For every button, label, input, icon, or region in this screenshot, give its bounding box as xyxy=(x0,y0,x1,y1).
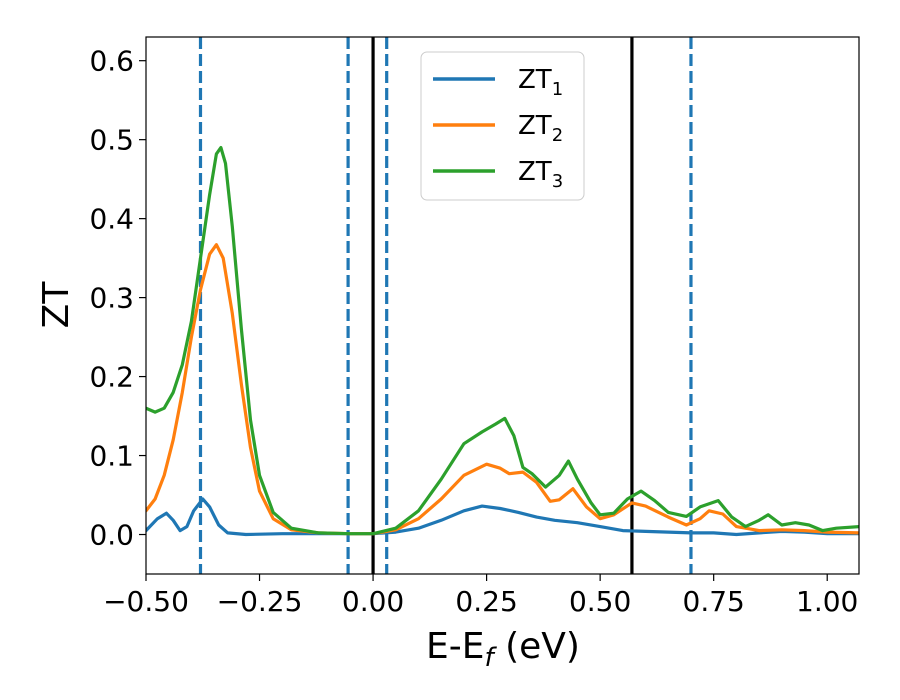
x-tick-label: 1.00 xyxy=(796,585,858,618)
y-axis-label: ZT xyxy=(36,281,77,329)
y-axis-ticks: 0.0 0.1 0.2 0.3 0.4 0.5 0.6 xyxy=(89,45,146,552)
legend-label: ZT2 xyxy=(518,111,563,146)
y-tick-label: 0.1 xyxy=(89,440,134,473)
y-tick-label: 0.2 xyxy=(89,361,134,394)
x-tick-label: 0.50 xyxy=(569,585,631,618)
y-tick-label: 0.4 xyxy=(89,203,134,236)
plot-frame xyxy=(145,36,860,575)
series-line-zt3 xyxy=(146,146,859,536)
legend: ZT1 ZT2 ZT3 xyxy=(420,51,585,201)
x-tick-label: 0.75 xyxy=(683,585,745,618)
series-lines xyxy=(146,146,859,537)
y-tick-label: 0.3 xyxy=(89,282,134,315)
legend-label: ZT3 xyxy=(518,157,563,192)
y-tick-label: 0.5 xyxy=(89,124,134,157)
x-tick-label: −0.25 xyxy=(217,585,303,618)
x-tick-label: −0.50 xyxy=(103,585,189,618)
y-tick-label: 0.0 xyxy=(89,519,134,552)
x-axis-ticks: −0.50 −0.25 0.00 0.25 0.50 0.75 1.00 xyxy=(103,574,858,618)
series-line-zt1 xyxy=(146,497,859,537)
y-tick-label: 0.6 xyxy=(89,45,134,78)
legend-box xyxy=(420,51,585,201)
reference-lines xyxy=(198,37,693,574)
x-tick-label: 0.00 xyxy=(342,585,404,618)
series-line-zt2 xyxy=(146,243,859,536)
x-tick-label: 0.25 xyxy=(455,585,517,618)
legend-label: ZT1 xyxy=(518,65,563,100)
x-axis-label: E-Ef (eV) xyxy=(426,626,580,673)
